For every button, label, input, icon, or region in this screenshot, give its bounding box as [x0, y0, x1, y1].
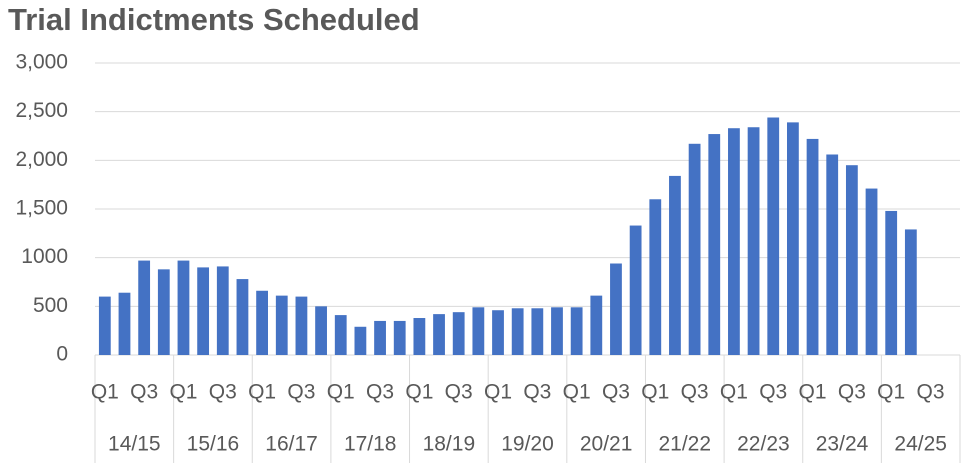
group-label: 15/16 — [187, 433, 240, 456]
y-tick-label: 1000 — [21, 245, 68, 268]
bar — [767, 117, 780, 355]
bar — [118, 292, 131, 355]
bar — [393, 320, 406, 355]
x-tick-label: Q3 — [209, 381, 237, 404]
x-tick-label: Q1 — [641, 381, 669, 404]
bar — [177, 260, 190, 355]
bar — [472, 307, 485, 355]
x-tick-label: Q1 — [877, 381, 905, 404]
bar — [374, 320, 386, 355]
x-tick-label: Q1 — [484, 381, 512, 404]
y-tick-label: 1,500 — [15, 197, 68, 220]
group-label: 18/19 — [423, 433, 476, 456]
bar — [806, 138, 819, 355]
x-tick-label: Q1 — [799, 381, 827, 404]
x-tick-label: Q1 — [563, 381, 591, 404]
x-tick-label: Q3 — [602, 381, 630, 404]
y-tick-label: 2,500 — [15, 99, 68, 122]
bar — [904, 229, 917, 355]
bar — [826, 154, 839, 355]
x-tick-label: Q1 — [327, 381, 355, 404]
x-tick-label: Q3 — [681, 381, 709, 404]
bar — [551, 307, 563, 355]
bar — [334, 315, 347, 355]
x-tick-label: Q3 — [287, 381, 315, 404]
bar — [413, 318, 426, 355]
bar — [433, 314, 445, 355]
bar — [354, 326, 367, 355]
bar — [610, 263, 622, 355]
bar — [688, 143, 701, 355]
x-tick-label: Q1 — [248, 381, 276, 404]
bar — [669, 175, 681, 355]
x-tick-label: Q3 — [759, 381, 787, 404]
bar — [236, 279, 249, 355]
bar — [275, 295, 288, 355]
group-label: 16/17 — [265, 433, 318, 456]
group-label: 21/22 — [658, 433, 711, 456]
bar — [747, 127, 760, 356]
bar — [787, 122, 799, 355]
x-tick-label: Q1 — [169, 381, 197, 404]
bar — [492, 310, 504, 355]
bar — [590, 295, 603, 355]
bar — [98, 296, 111, 355]
bar — [649, 199, 662, 355]
x-tick-label: Q1 — [405, 381, 433, 404]
x-tick-label: Q3 — [445, 381, 473, 404]
chart-title: Trial Indictments Scheduled — [8, 2, 420, 37]
group-label: 22/23 — [737, 433, 790, 456]
bar — [845, 165, 858, 355]
group-label: 23/24 — [816, 433, 869, 456]
y-tick-label: 3,000 — [15, 51, 68, 74]
group-label: 24/25 — [894, 433, 947, 456]
bar — [138, 260, 151, 355]
y-tick-label: 0 — [56, 343, 68, 366]
x-tick-label: Q1 — [91, 381, 119, 404]
x-tick-label: Q3 — [523, 381, 551, 404]
bar — [295, 296, 308, 355]
bar — [256, 290, 268, 355]
bar — [197, 267, 210, 355]
bar — [511, 308, 524, 355]
x-tick-label: Q3 — [838, 381, 866, 404]
bar — [728, 128, 740, 355]
group-label: 14/15 — [108, 433, 161, 456]
group-label: 20/21 — [580, 433, 633, 456]
bar — [885, 210, 898, 355]
x-tick-label: Q1 — [720, 381, 748, 404]
bar — [157, 269, 170, 355]
bar — [315, 306, 327, 355]
x-tick-label: Q3 — [917, 381, 945, 404]
x-tick-label: Q3 — [130, 381, 158, 404]
bar — [865, 188, 878, 355]
group-label: 19/20 — [501, 433, 554, 456]
bar — [570, 307, 583, 355]
bar — [629, 225, 642, 355]
group-label: 17/18 — [344, 433, 397, 456]
bar — [216, 266, 229, 355]
y-tick-label: 500 — [33, 294, 68, 317]
bar — [708, 134, 721, 355]
x-tick-label: Q3 — [366, 381, 394, 404]
bar — [531, 308, 544, 355]
bar — [452, 312, 465, 355]
y-tick-label: 2,000 — [15, 148, 68, 171]
